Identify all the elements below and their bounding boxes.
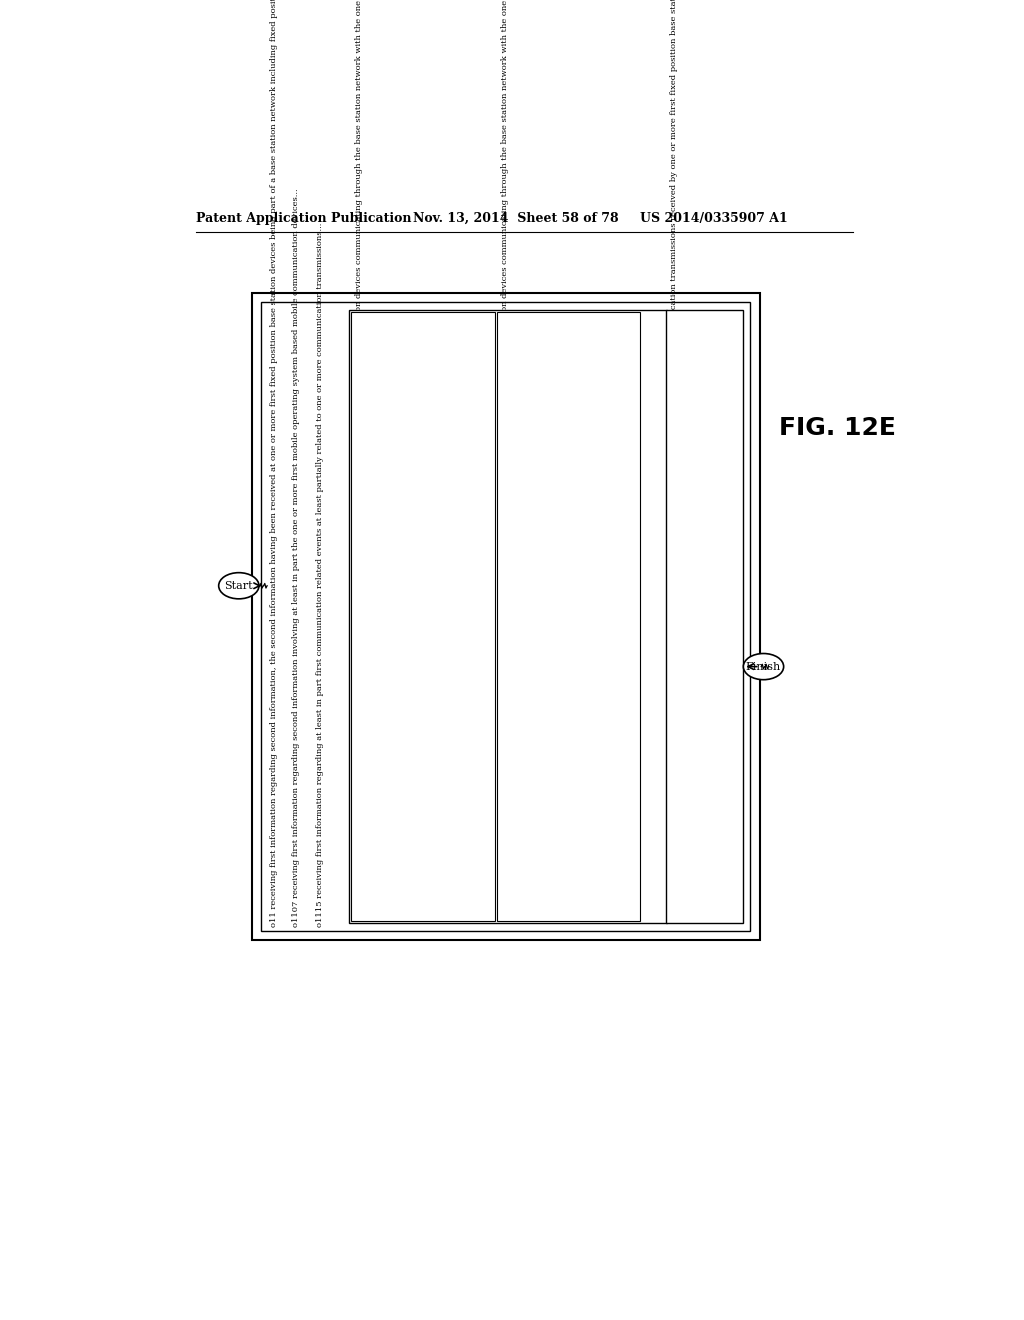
FancyBboxPatch shape xyxy=(497,313,640,921)
FancyBboxPatch shape xyxy=(252,293,760,940)
Text: Start: Start xyxy=(224,581,253,591)
Text: o1117 receiving information associated with communication histories of one or mo: o1117 receiving information associated w… xyxy=(501,0,509,917)
Text: Finish: Finish xyxy=(745,661,781,672)
Text: o1107 receiving first information regarding second information involving at leas: o1107 receiving first information regard… xyxy=(292,189,300,927)
FancyBboxPatch shape xyxy=(351,313,495,921)
Ellipse shape xyxy=(219,573,259,599)
Ellipse shape xyxy=(743,653,783,680)
Text: o11 receiving first information regarding second information, the second informa: o11 receiving first information regardin… xyxy=(270,0,278,927)
Text: o1116 receiving information associated with communication histories of one or mo: o1116 receiving information associated w… xyxy=(355,0,364,917)
Text: Nov. 13, 2014  Sheet 58 of 78: Nov. 13, 2014 Sheet 58 of 78 xyxy=(414,213,618,224)
FancyBboxPatch shape xyxy=(261,302,751,931)
Text: o1118 receiving first information regarding at least in part first communication: o1118 receiving first information regard… xyxy=(670,0,678,919)
Text: US 2014/0335907 A1: US 2014/0335907 A1 xyxy=(640,213,787,224)
Text: FIG. 12E: FIG. 12E xyxy=(779,416,896,440)
FancyBboxPatch shape xyxy=(349,310,667,923)
Text: o1115 receiving first information regarding at least in part first communication: o1115 receiving first information regard… xyxy=(315,223,324,927)
Text: Patent Application Publication: Patent Application Publication xyxy=(197,213,412,224)
FancyBboxPatch shape xyxy=(666,310,743,923)
